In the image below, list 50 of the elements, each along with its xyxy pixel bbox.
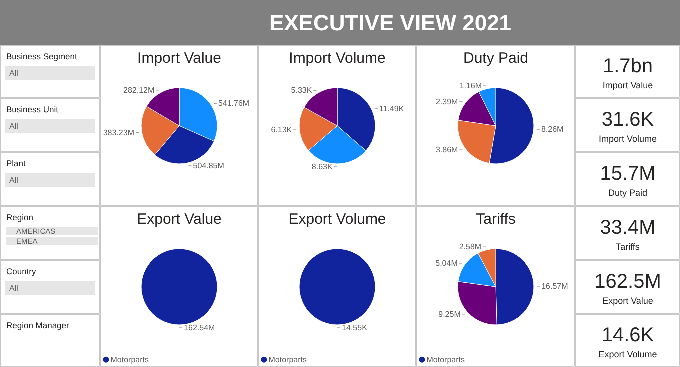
- text: All: [10, 122, 19, 131]
- data-label: 11.49K: [379, 104, 405, 114]
- legend-label: Motorparts: [268, 355, 307, 364]
- data-label: 541.76M: [218, 99, 250, 108]
- data-label: 504.85M: [193, 161, 225, 170]
- text: 33.4M: [600, 217, 656, 240]
- data-label: 8.63K: [312, 162, 334, 172]
- text: All: [10, 69, 19, 78]
- text: Duty Paid: [608, 188, 648, 198]
- chart-title: Duty Paid: [463, 50, 529, 68]
- data-label: 383.23M: [103, 128, 135, 138]
- text: 14.6K: [602, 324, 655, 347]
- text: 162.5M: [594, 271, 662, 294]
- text: Business Segment: [6, 52, 78, 62]
- text: Plant: [6, 158, 27, 168]
- text: Country: [6, 266, 38, 276]
- data-label: 16.57M: [542, 282, 569, 291]
- chart-title: Export Value: [137, 211, 222, 228]
- text: EXECUTIVE VIEW 2021: [269, 10, 512, 36]
- data-label: 6.13K: [271, 126, 293, 135]
- text: Tariffs: [616, 242, 640, 252]
- legend-label: Motorparts: [426, 355, 465, 364]
- data-label: 5.33K: [291, 86, 313, 96]
- text: All: [10, 176, 19, 185]
- text: Business Unit: [6, 104, 60, 114]
- text: All: [10, 284, 19, 293]
- text: Region Manager: [6, 320, 70, 330]
- text: Export Volume: [598, 349, 658, 360]
- data-label: 2.39M: [436, 97, 459, 106]
- data-label: 282.12M: [123, 86, 155, 95]
- text: Region: [6, 212, 34, 222]
- data-label: 2.58M: [459, 242, 482, 252]
- legend-label: Motorparts: [110, 355, 149, 364]
- data-label: 5.04M: [436, 258, 458, 268]
- data-label: 1.16M: [460, 82, 482, 91]
- data-label: 14.55K: [342, 324, 368, 333]
- data-label: 3.86M: [436, 146, 459, 155]
- data-label: 8.26M: [541, 124, 564, 134]
- chart-title: Export Volume: [288, 211, 386, 228]
- chart-title: Tariffs: [476, 211, 516, 228]
- text: 1.7bn: [602, 56, 654, 78]
- chart-title: Import Volume: [289, 50, 386, 68]
- text: 15.7M: [600, 163, 656, 186]
- data-label: 162.54M: [184, 324, 216, 333]
- text: 31.6K: [602, 109, 655, 132]
- data-label: 9.25M: [438, 310, 462, 319]
- text: Export Value: [602, 296, 654, 306]
- chart-title: Import Value: [138, 50, 222, 68]
- text: Import Value: [602, 80, 654, 90]
- text: Import Volume: [598, 134, 658, 144]
